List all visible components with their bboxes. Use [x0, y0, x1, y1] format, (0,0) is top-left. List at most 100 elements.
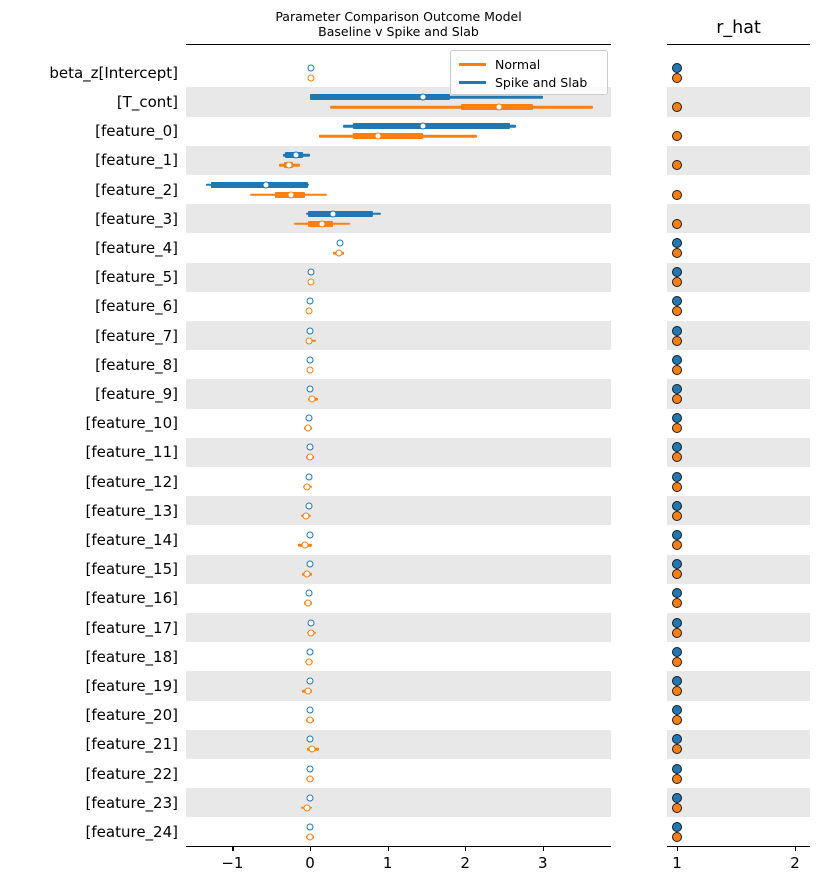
ss-rhat-dot [672, 646, 682, 657]
legend-label-spike-and-slab: Spike and Slab [495, 74, 588, 90]
nm-rhat-dot [672, 598, 682, 609]
parameter-label: [feature_1] [95, 151, 178, 170]
nm-median-marker [306, 366, 314, 374]
nm-median-marker [304, 424, 312, 432]
ss-iqr-line [211, 181, 309, 188]
nm-median-marker [308, 395, 316, 403]
nm-median-marker [304, 599, 312, 607]
nm-median-marker [303, 483, 311, 491]
nm-median-marker [303, 804, 311, 812]
x-tick-label: 1 [382, 854, 393, 872]
row-stripe [186, 788, 611, 818]
nm-median-marker [306, 833, 314, 841]
ss-rhat-dot [672, 354, 682, 365]
nm-rhat-dot [672, 218, 682, 229]
parameter-label: [feature_13] [85, 501, 178, 520]
nm-rhat-dot [672, 131, 682, 142]
parameter-label: beta_z[Intercept] [49, 63, 178, 82]
plot-title: Parameter Comparison Outcome Model Basel… [186, 9, 611, 39]
ss-rhat-dot [672, 617, 682, 628]
nm-median-marker [305, 658, 313, 666]
parameter-label: [feature_21] [85, 735, 178, 754]
ss-median-marker [419, 122, 427, 130]
parameter-label: [feature_23] [85, 793, 178, 812]
nm-median-marker [374, 132, 382, 140]
ss-median-marker [306, 356, 314, 364]
nm-median-marker [306, 716, 314, 724]
ss-rhat-dot [672, 62, 682, 73]
ss-median-marker [306, 385, 314, 393]
ss-median-marker [305, 473, 313, 481]
nm-median-marker [307, 629, 315, 637]
parameter-label: [feature_17] [85, 618, 178, 637]
nm-rhat-dot [672, 189, 682, 200]
ss-median-marker [305, 414, 313, 422]
nm-median-marker [303, 570, 311, 578]
nm-rhat-dot [672, 802, 682, 813]
rhat-panel-title: r_hat [716, 18, 761, 38]
ss-median-marker [306, 531, 314, 539]
nm-rhat-dot [672, 306, 682, 317]
ss-median-marker [306, 706, 314, 714]
nm-rhat-dot [672, 540, 682, 550]
ss-rhat-dot [672, 442, 682, 453]
parameter-label: [feature_22] [85, 764, 178, 783]
nm-median-marker [306, 775, 314, 783]
parameter-label: [feature_16] [85, 589, 178, 608]
ss-median-marker [307, 268, 315, 276]
nm-rhat-dot [672, 160, 682, 171]
ss-rhat-dot [672, 705, 682, 716]
legend-entry-spike-and-slab: Spike and Slab [459, 73, 599, 91]
nm-median-marker [305, 307, 313, 315]
x-tick [232, 847, 234, 851]
row-stripe-rhat [667, 729, 810, 759]
ss-median-marker [262, 181, 270, 189]
plot-title-line2: Baseline v Spike and Slab [318, 24, 479, 39]
ss-median-marker [306, 735, 314, 743]
ss-median-marker [306, 677, 314, 685]
legend-label-normal: Normal [495, 56, 541, 72]
x-tick-label: 3 [538, 854, 548, 872]
ss-rhat-dot [672, 296, 682, 307]
row-stripe-rhat [667, 613, 810, 643]
x-tick [387, 847, 389, 851]
parameter-label: [feature_5] [95, 268, 178, 287]
parameter-label: [feature_18] [85, 647, 178, 666]
parameter-label: [feature_12] [85, 472, 178, 491]
row-stripe-rhat [667, 788, 810, 818]
legend: Normal Spike and Slab [450, 50, 608, 95]
row-stripe [186, 262, 611, 292]
nm-rhat-dot [672, 248, 682, 258]
ss-rhat-dot [672, 530, 682, 540]
ss-rhat-dot [672, 763, 682, 774]
legend-entry-normal: Normal [459, 55, 599, 73]
parameter-label: [feature_2] [95, 180, 178, 199]
nm-median-marker [307, 74, 315, 82]
nm-rhat-dot [672, 102, 682, 112]
ss-median-marker [306, 297, 314, 305]
parameter-label: [feature_8] [95, 355, 178, 374]
rhat-x-tick-label: 2 [790, 854, 800, 872]
ss-median-marker [419, 93, 427, 101]
parameter-label: [feature_0] [95, 122, 178, 141]
parameter-label: [T_cont] [116, 93, 178, 111]
nm-median-marker [318, 220, 326, 228]
row-stripe [186, 204, 611, 234]
row-stripe-rhat [667, 145, 810, 175]
nm-rhat-dot [672, 452, 682, 463]
rhat-x-tick [677, 847, 679, 851]
nm-median-marker [335, 249, 343, 257]
nm-median-marker [302, 512, 310, 520]
nm-median-marker [287, 191, 295, 199]
x-tick-label: −1 [221, 854, 244, 872]
nm-median-marker [495, 103, 503, 111]
ss-rhat-dot [672, 267, 682, 278]
nm-median-marker [285, 161, 293, 169]
row-stripe [186, 671, 611, 701]
nm-rhat-dot [672, 394, 682, 404]
row-stripe [186, 437, 611, 467]
ss-rhat-dot [672, 500, 682, 511]
ss-rhat-dot [672, 238, 682, 248]
rhat-x-tick [795, 847, 797, 851]
